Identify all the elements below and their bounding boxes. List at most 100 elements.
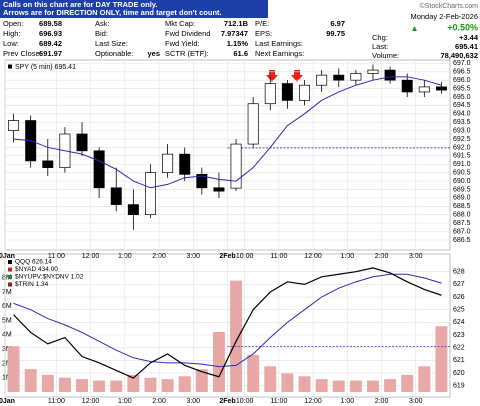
y-tick-label: 687.5: [453, 220, 471, 227]
volume-bar: [7, 346, 20, 392]
quote-value: 689.42: [39, 39, 62, 48]
quote-label: Prev Close:: [3, 49, 42, 58]
session-change-pct: +0.50%: [447, 22, 478, 32]
notice-box: [0, 0, 268, 18]
quote-value: 6.97: [330, 19, 345, 28]
y-tick-label: 697.0: [453, 60, 471, 67]
candle-body: [110, 187, 122, 205]
quote-value: 691.97: [39, 49, 62, 58]
candle-body: [127, 204, 139, 216]
direction-arrow: [291, 70, 303, 82]
y-tick-label: 623: [453, 332, 465, 339]
quote-label: High:: [3, 29, 21, 38]
y-tick-label: 626: [453, 294, 465, 301]
candle-body: [230, 143, 242, 189]
quote-label: Low:: [3, 39, 19, 48]
candle-body: [316, 74, 328, 86]
price-line: [13, 267, 442, 379]
y-tick-label: 624: [453, 319, 465, 326]
volume-bar: [195, 369, 208, 392]
quote-label: Last Size:: [95, 39, 128, 48]
legend-entry: QQQ 626.14: [15, 259, 52, 266]
session-label: Volume:: [372, 51, 399, 60]
y-tick-label: 689.5: [453, 186, 471, 193]
x-tick-label: 10:00: [236, 398, 254, 405]
quote-label: P/E:: [255, 19, 269, 28]
credit: ©StockCharts.com: [420, 2, 479, 10]
volume-bar: [93, 380, 106, 392]
quote-value: 61.6: [233, 49, 248, 58]
volume-bar: [178, 376, 191, 392]
moving-average: [13, 76, 442, 189]
volume-bar: [110, 380, 123, 392]
candle-body: [384, 69, 396, 81]
quote-label: Mkt Cap:: [165, 19, 195, 28]
candle-body: [367, 69, 379, 74]
x-tick-label: 2:00: [152, 398, 166, 405]
volume-tick-label: 1M: [2, 375, 12, 382]
y-tick-label: 690.0: [453, 178, 471, 185]
y-tick-label: 688.5: [453, 203, 471, 210]
y-tick-label: 621: [453, 357, 465, 364]
direction-arrow: [266, 70, 278, 82]
legend-entry: $NYAD 434.00: [15, 266, 58, 273]
candle-body: [401, 79, 413, 93]
x-tick-label: 11:00: [48, 398, 65, 405]
y-tick-label: 694.0: [453, 111, 471, 118]
volume-bar: [247, 354, 260, 392]
volume-bar: [161, 379, 174, 392]
y-tick-label: 691.0: [453, 161, 471, 168]
volume-bar: [435, 326, 448, 392]
x-tick-label: 2:00: [375, 398, 389, 405]
y-tick-label: 689.0: [453, 195, 471, 202]
volume-tick-label: 6M: [2, 303, 12, 310]
y-tick-label: 693.0: [453, 127, 471, 134]
x-tick-label: 2Feb: [219, 398, 235, 405]
candle-body: [247, 103, 259, 145]
candle-body: [42, 160, 54, 168]
volume-tick-label: 4M: [2, 332, 12, 339]
y-tick-label: 620: [453, 370, 465, 377]
volume-bar: [41, 374, 54, 392]
x-tick-label: 30Jan: [0, 253, 15, 260]
candle-body: [350, 73, 362, 81]
session-value: 78,490,632: [440, 51, 478, 60]
y-tick-label: 692.5: [453, 136, 471, 143]
candle-body: [93, 150, 105, 189]
volume-bar: [127, 374, 140, 392]
x-tick-label: 12:00: [82, 398, 100, 405]
legend-swatch: [8, 260, 12, 264]
y-tick-label: 692.0: [453, 144, 471, 151]
y-tick-label: 690.5: [453, 169, 471, 176]
y-tick-label: 628: [453, 269, 465, 276]
candle-body: [8, 120, 20, 131]
candle-body: [196, 173, 208, 189]
volume-tick-label: 8M: [2, 275, 12, 282]
quote-label: Fwd Dividend: [165, 29, 210, 38]
quote-label: Bid:: [95, 29, 108, 38]
volume-bar: [349, 380, 362, 392]
x-tick-label: 11:00: [270, 398, 287, 405]
volume-bar: [212, 332, 225, 392]
y-tick-label: 696.0: [453, 77, 471, 84]
candle-body: [264, 83, 276, 105]
legend-entry: $NYUPV:$NYDNV 1.02: [15, 274, 84, 281]
candle-body: [213, 187, 225, 192]
candle-body: [435, 86, 447, 91]
volume-bar: [401, 374, 414, 392]
quote-label: EPS:: [255, 29, 272, 38]
x-tick-label: 12:00: [304, 398, 322, 405]
candle-body: [281, 83, 293, 101]
notice-line: Calls on this chart are for DAY TRADE on…: [3, 0, 157, 9]
x-tick-label: 3:00: [186, 398, 200, 405]
volume-bar: [264, 366, 277, 392]
volume-bar: [76, 379, 89, 392]
y-tick-label: 622: [453, 344, 465, 351]
notice-line: Arrows are for DIRECTION ONLY, time and …: [3, 8, 222, 17]
volume-bar: [332, 380, 345, 392]
session-value: 695.41: [455, 42, 478, 51]
y-tick-label: 625: [453, 307, 465, 314]
volume-bar: [24, 369, 37, 392]
candle-body: [299, 84, 311, 101]
x-tick-label: 1:00: [340, 398, 354, 405]
